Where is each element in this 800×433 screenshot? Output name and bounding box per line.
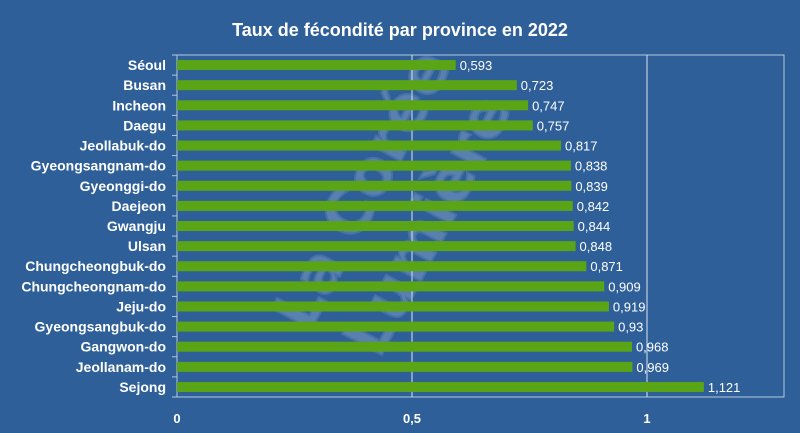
x-tick-label: 0 — [173, 411, 180, 426]
bar — [177, 241, 576, 252]
category-label: Jeju-do — [116, 298, 166, 314]
category-label: Incheon — [112, 97, 166, 113]
category-label: Jeollanam-do — [76, 359, 166, 375]
category-label: Gyeongsangbuk-do — [35, 319, 166, 335]
x-tick-label: 1 — [643, 411, 650, 426]
category-label: Gyeonggi-do — [80, 178, 166, 194]
data-label: 0,593 — [460, 58, 493, 73]
bar — [177, 301, 609, 312]
category-label: Daejeon — [112, 198, 166, 214]
data-label: 0,968 — [636, 340, 669, 355]
bar — [177, 221, 574, 231]
data-label: 0,969 — [636, 360, 669, 375]
category-label: Ulsan — [128, 238, 166, 254]
category-label: Gangwon-do — [80, 339, 166, 355]
data-label: 0,757 — [537, 118, 570, 133]
bar — [177, 160, 571, 171]
data-label: 0,919 — [613, 299, 646, 314]
bar — [177, 381, 704, 392]
bar — [177, 261, 587, 272]
bar — [177, 200, 573, 211]
bar — [177, 80, 517, 91]
bar — [177, 321, 615, 332]
data-label: 0,842 — [577, 199, 610, 214]
category-label: Séoul — [128, 57, 166, 73]
bar — [177, 281, 605, 292]
bar — [177, 180, 572, 191]
category-label: Daegu — [123, 117, 166, 133]
category-label: Busan — [123, 77, 166, 93]
bar — [177, 120, 533, 131]
category-label: Sejong — [119, 379, 166, 395]
x-tick-label: 0,5 — [403, 411, 421, 426]
category-label: Chungcheongnam-do — [21, 278, 166, 294]
data-label: 0,839 — [575, 179, 608, 194]
bar — [177, 100, 529, 111]
bar — [177, 140, 561, 151]
category-label: Gyeongsangnam-do — [31, 158, 166, 174]
bar — [177, 361, 633, 372]
data-label: 0,844 — [578, 219, 611, 234]
category-label: Gwangju — [107, 218, 166, 234]
data-label: 0,93 — [618, 320, 643, 335]
data-label: 0,838 — [575, 159, 608, 174]
data-label: 0,871 — [590, 259, 623, 274]
data-label: 1,121 — [708, 380, 741, 395]
data-label: 0,723 — [521, 78, 554, 93]
data-label: 0,909 — [608, 279, 641, 294]
data-label: 0,817 — [565, 139, 598, 154]
data-label: 0,747 — [532, 98, 565, 113]
category-label: Chungcheongbuk-do — [25, 258, 166, 274]
data-label: 0,848 — [580, 239, 613, 254]
chart-title: Taux de fécondité par province en 2022 — [232, 20, 568, 40]
category-label: Jeollabuk-do — [80, 138, 166, 154]
bar — [177, 60, 456, 71]
bar — [177, 341, 632, 352]
